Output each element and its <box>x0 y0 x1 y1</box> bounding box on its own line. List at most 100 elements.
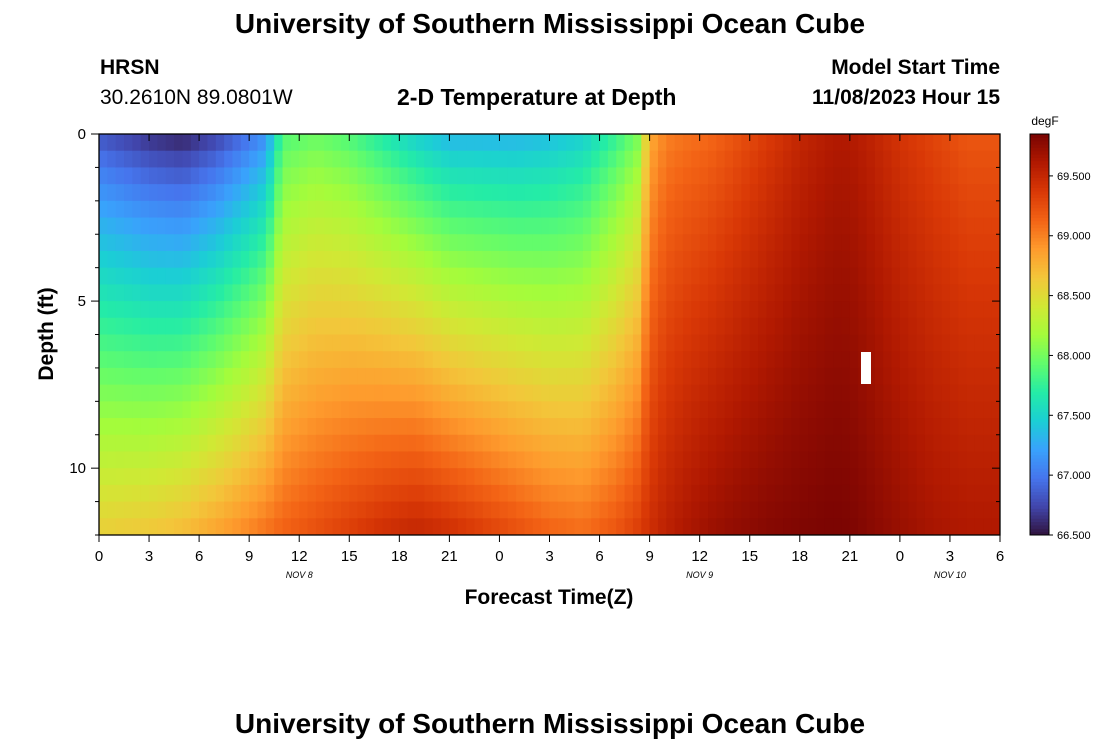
heatmap-cell <box>107 134 117 152</box>
heatmap-cell <box>749 434 759 453</box>
heatmap-cell <box>315 334 325 352</box>
heatmap-cell <box>682 184 692 202</box>
colorbar-swatch <box>1030 277 1049 282</box>
heatmap-cell <box>716 418 726 436</box>
heatmap-cell <box>841 317 851 336</box>
heatmap-cell <box>674 484 684 503</box>
heatmap-cell <box>733 250 742 269</box>
heatmap-cell <box>924 301 934 319</box>
heatmap-cell <box>474 217 484 235</box>
heatmap-cell <box>674 468 684 486</box>
heatmap-cell <box>841 134 851 152</box>
heatmap-cell <box>783 134 793 152</box>
heatmap-cell <box>766 284 776 302</box>
heatmap-cell <box>441 418 450 436</box>
heatmap-cell <box>824 317 834 336</box>
heatmap-cell <box>966 367 976 386</box>
heatmap-cell <box>132 484 142 503</box>
heatmap-cell <box>365 468 375 486</box>
heatmap-cell <box>491 418 501 436</box>
heatmap-cell <box>507 200 517 219</box>
heatmap-cell <box>733 184 742 202</box>
heatmap-cell <box>424 468 434 486</box>
heatmap-cell <box>716 401 726 419</box>
heatmap-cell <box>766 301 776 319</box>
colorbar-unit: degF <box>1031 114 1058 128</box>
heatmap-cell <box>824 301 834 319</box>
heatmap-cell <box>457 200 467 219</box>
heatmap-cell <box>666 367 676 386</box>
heatmap-cell <box>783 367 793 386</box>
colorbar-swatch <box>1030 431 1049 436</box>
heatmap-cell <box>924 134 934 152</box>
heatmap-cell <box>966 284 976 302</box>
heatmap-cell <box>883 501 893 519</box>
heatmap-cell <box>399 184 409 202</box>
heatmap-cell <box>632 518 642 535</box>
colorbar-swatch <box>1030 317 1049 322</box>
heatmap-cell <box>599 284 609 302</box>
heatmap-cell <box>691 451 701 469</box>
heatmap-cell <box>699 267 709 285</box>
heatmap-cell <box>557 234 567 252</box>
heatmap-cell <box>340 217 350 235</box>
heatmap-cell <box>991 484 1000 503</box>
heatmap-cell <box>215 250 225 269</box>
colorbar-swatch <box>1030 217 1049 222</box>
colorbar-swatch <box>1030 361 1049 366</box>
heatmap-cell <box>399 434 409 453</box>
heatmap-cell <box>866 217 876 235</box>
heatmap-cell <box>916 217 926 235</box>
heatmap-cell <box>474 301 484 319</box>
heatmap-cell <box>190 484 200 503</box>
heatmap-cell <box>541 468 551 486</box>
colorbar-swatch <box>1030 140 1049 145</box>
colorbar-swatch <box>1030 174 1049 178</box>
heatmap-cell <box>758 200 767 219</box>
heatmap-cell <box>582 134 592 152</box>
heatmap-cell <box>599 518 609 535</box>
heatmap-cell <box>783 184 793 202</box>
heatmap-cell <box>474 200 484 219</box>
heatmap-cell <box>165 317 175 336</box>
heatmap-cell <box>849 367 859 386</box>
heatmap-cell <box>416 301 425 319</box>
heatmap-cell <box>983 150 993 169</box>
heatmap-cell <box>549 167 559 185</box>
heatmap-cell <box>182 484 192 503</box>
heatmap-cell <box>724 451 734 469</box>
heatmap-cell <box>983 301 993 319</box>
heatmap-cell <box>908 367 918 386</box>
heatmap-cell <box>482 351 492 369</box>
heatmap-cell <box>666 484 676 503</box>
heatmap-cell <box>891 134 901 152</box>
heatmap-cell <box>199 217 209 235</box>
heatmap-cell <box>933 484 943 503</box>
heatmap-cell <box>416 401 425 419</box>
heatmap-cell <box>449 250 459 269</box>
heatmap-cell <box>149 468 158 486</box>
heatmap-cell <box>457 518 467 535</box>
heatmap-cell <box>524 234 534 252</box>
heatmap-cell <box>99 484 108 503</box>
colorbar-swatch <box>1030 464 1049 469</box>
heatmap-cell <box>883 334 893 352</box>
heatmap-cell <box>416 284 425 302</box>
heatmap-cell <box>574 351 584 369</box>
heatmap-cell <box>657 468 667 486</box>
colorbar-swatch <box>1030 474 1049 479</box>
heatmap-cell <box>349 184 359 202</box>
heatmap-cell <box>599 167 609 185</box>
heatmap-cell <box>749 451 759 469</box>
heatmap-cell <box>349 351 359 369</box>
heatmap-cell <box>207 184 217 202</box>
heatmap-cell <box>566 434 576 453</box>
colorbar-swatch <box>1030 301 1049 305</box>
heatmap-cell <box>958 501 968 519</box>
heatmap-cell <box>749 234 759 252</box>
heatmap-cell <box>541 167 551 185</box>
heatmap-cell <box>849 418 859 436</box>
heatmap-cell <box>324 234 334 252</box>
heatmap-cell <box>966 234 976 252</box>
heatmap-cell <box>607 468 617 486</box>
